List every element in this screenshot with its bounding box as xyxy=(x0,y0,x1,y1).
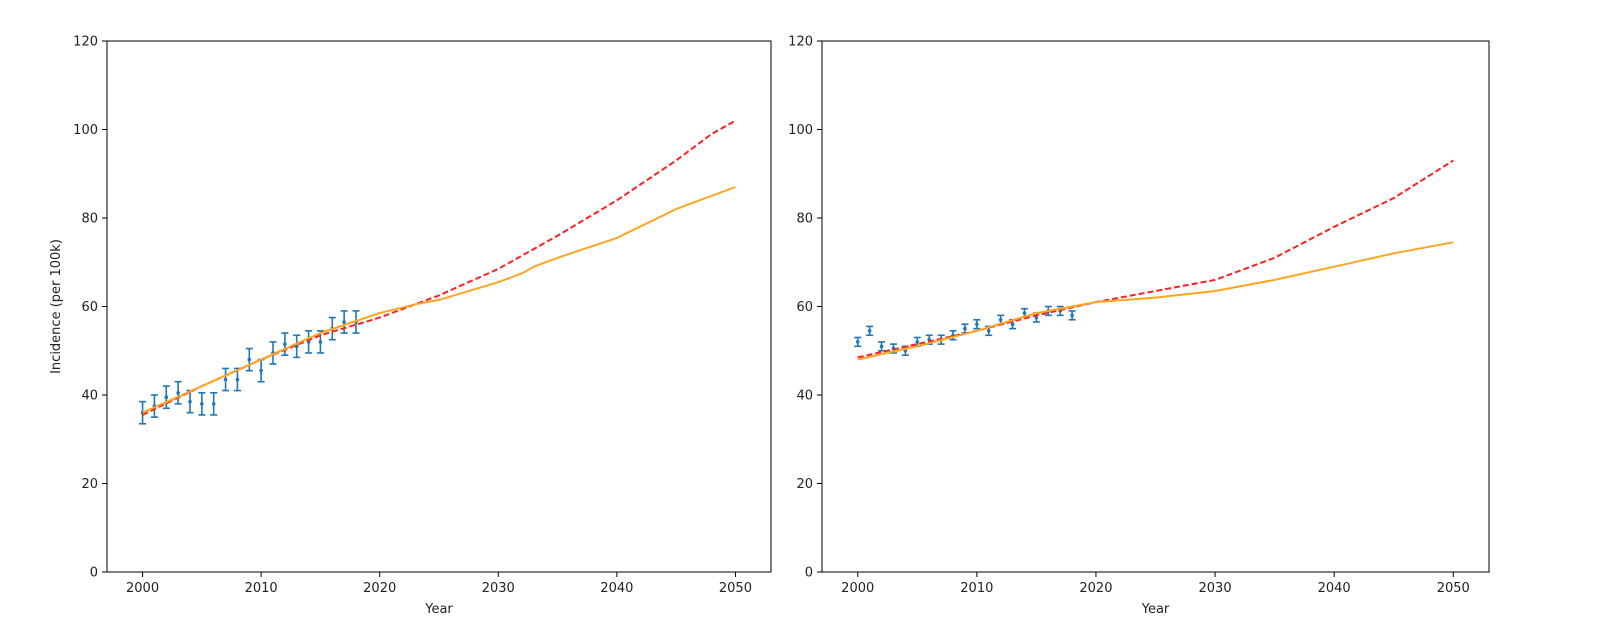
y-tick-label: 80 xyxy=(81,212,98,227)
data-point xyxy=(915,340,920,344)
y-tick-label: 20 xyxy=(81,477,98,492)
data-point xyxy=(867,329,872,333)
plot-area xyxy=(139,119,736,425)
y-tick-label: 100 xyxy=(788,123,813,138)
data-point xyxy=(164,395,169,400)
y-tick-label: 60 xyxy=(796,300,813,315)
chart-panel-1: 2000 2010 2020 2030 2040 2050020406080100120Y… xyxy=(49,35,772,617)
data-point xyxy=(294,344,299,349)
y-tick-label: 80 xyxy=(796,212,813,227)
plot-area xyxy=(854,159,1454,361)
data-point xyxy=(176,390,180,395)
y-tick-label: 60 xyxy=(81,300,98,315)
x-tick-label: 2010 xyxy=(245,581,278,596)
axes-frame xyxy=(106,40,772,573)
data-point xyxy=(247,357,252,362)
x-tick-label: 2040 xyxy=(600,581,633,596)
dashed-projection-line xyxy=(142,119,736,416)
x-tick-label: 2020 xyxy=(363,581,396,596)
y-tick-label: 0 xyxy=(805,566,813,581)
chart-panel-2: 2000 2010 2020 2030 2040 2050020406080100120Y… xyxy=(788,35,1490,617)
y-tick-label: 40 xyxy=(81,389,98,404)
data-point xyxy=(188,399,192,404)
data-point xyxy=(879,344,884,349)
dashed-projection-line xyxy=(857,159,1454,359)
y-tick-label: 120 xyxy=(788,35,813,50)
x-tick-label: 2020 xyxy=(1079,581,1112,596)
data-point xyxy=(855,340,860,344)
y-tick-label: 40 xyxy=(796,389,813,404)
data-point xyxy=(975,322,979,327)
data-point xyxy=(963,326,967,331)
x-tick-label: 2010 xyxy=(960,581,993,596)
x-tick-label: 2000 xyxy=(841,581,874,596)
y-tick-label: 0 xyxy=(90,566,98,581)
x-tick-label: 2030 xyxy=(482,581,515,596)
x-axis-label: Year xyxy=(424,602,453,617)
x-axis-label: Year xyxy=(1141,602,1170,617)
y-tick-label: 20 xyxy=(796,477,813,492)
data-point xyxy=(1070,313,1074,318)
data-point xyxy=(342,320,346,324)
x-tick-label: 2050 xyxy=(1437,581,1470,596)
data-point xyxy=(318,340,323,344)
solid-projection-line xyxy=(142,186,736,414)
data-point xyxy=(986,329,991,333)
y-tick-label: 120 xyxy=(73,35,98,50)
data-point xyxy=(1022,311,1027,315)
solid-projection-line xyxy=(857,241,1454,361)
data-point xyxy=(223,377,228,382)
axes-frame xyxy=(821,40,1490,573)
x-tick-label: 2030 xyxy=(1199,581,1232,596)
y-tick-label: 100 xyxy=(73,123,98,138)
data-point xyxy=(998,317,1003,322)
x-tick-label: 2040 xyxy=(1318,581,1351,596)
data-point xyxy=(259,368,263,373)
data-point xyxy=(235,377,240,382)
x-tick-label: 2000 xyxy=(126,581,159,596)
data-point xyxy=(1010,322,1015,327)
data-point xyxy=(200,402,204,406)
x-tick-label: 2050 xyxy=(719,581,752,596)
y-axis-label: Incidence (per 100k) xyxy=(49,239,64,374)
data-point xyxy=(211,402,216,406)
data-point xyxy=(283,342,287,346)
